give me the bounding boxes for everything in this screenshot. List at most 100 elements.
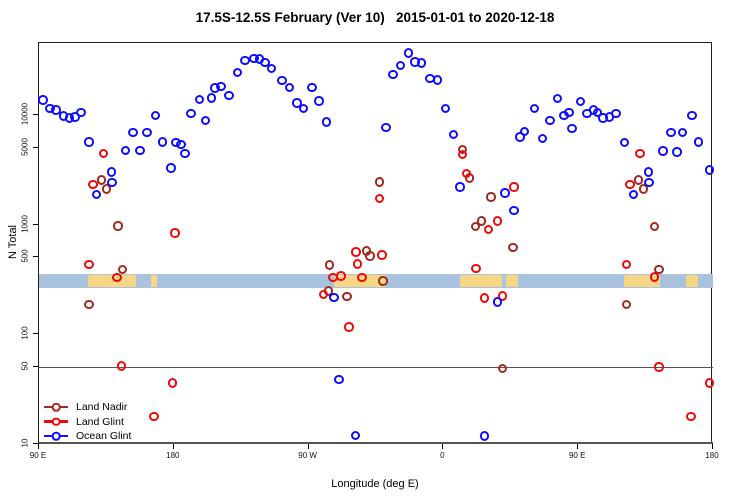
legend-label-land-nadir: Land Nadir (76, 401, 128, 414)
data-point-land-glint (509, 182, 519, 192)
data-point-ocean-glint (403, 48, 414, 58)
data-point-ocean-glint (128, 127, 138, 138)
data-point-land-nadir (96, 175, 107, 185)
y-tick-label: 10000 (20, 102, 30, 126)
x-tick-label: 90 E (568, 451, 586, 460)
data-point-land-nadir (508, 242, 518, 253)
land-segment (623, 275, 660, 287)
y-tick (33, 223, 38, 225)
x-tick-label: 90 W (298, 451, 317, 460)
legend-row-land-nadir: Land Nadir (44, 400, 131, 414)
y-tick-label: 5000 (20, 138, 30, 156)
data-point-ocean-glint (611, 108, 621, 119)
data-point-land-nadir (101, 184, 112, 194)
data-point-ocean-glint (107, 177, 117, 188)
y-tick-label: 10 (20, 438, 30, 447)
data-point-ocean-glint (455, 182, 465, 192)
y-tick (33, 146, 38, 148)
data-point-land-glint (497, 291, 508, 301)
data-point-ocean-glint (38, 95, 48, 105)
data-point-ocean-glint (142, 127, 152, 138)
data-point-land-nadir (113, 221, 123, 231)
data-point-ocean-glint (509, 205, 519, 216)
reference-line-50 (39, 366, 713, 368)
data-point-ocean-glint (307, 82, 317, 93)
data-point-ocean-glint (677, 127, 688, 138)
data-point-ocean-glint (314, 96, 324, 106)
data-point-ocean-glint (388, 70, 398, 80)
data-point-land-nadir (470, 221, 480, 231)
legend-label-land-glint: Land Glint (76, 415, 124, 428)
y-tick-label: 1000 (20, 214, 30, 233)
data-point-ocean-glint (672, 147, 682, 157)
data-point-land-glint (352, 259, 363, 269)
data-point-land-glint (344, 322, 354, 332)
legend: Land Nadir Land Glint Ocean Glint (44, 400, 131, 443)
data-point-ocean-glint (180, 149, 190, 159)
data-point-ocean-glint (176, 139, 186, 150)
data-point-land-nadir (324, 260, 335, 270)
data-point-ocean-glint (329, 292, 339, 303)
data-point-land-glint (457, 149, 467, 159)
data-point-land-glint (318, 289, 329, 299)
y-tick (33, 365, 38, 367)
data-point-ocean-glint (120, 145, 131, 155)
y-tick-label: 50 (20, 361, 30, 371)
data-point-land-nadir (365, 251, 375, 261)
data-point-ocean-glint (206, 93, 217, 103)
data-point-ocean-glint (232, 67, 242, 78)
data-point-land-nadir (497, 363, 507, 374)
x-tick (38, 444, 39, 449)
data-point-ocean-glint (417, 58, 427, 68)
data-point-ocean-glint (106, 167, 117, 177)
x-tick-label: 180 (166, 451, 180, 460)
data-point-ocean-glint (545, 115, 555, 125)
y-tick-label: 100 (20, 326, 30, 340)
data-point-ocean-glint (492, 297, 502, 307)
data-point-ocean-glint (704, 165, 715, 175)
data-point-land-glint (98, 149, 109, 159)
land-segment (505, 275, 518, 287)
data-point-land-glint (621, 259, 631, 270)
data-point-land-nadir (374, 177, 385, 187)
x-tick-label: 180 (705, 451, 719, 460)
data-point-ocean-glint (537, 133, 547, 144)
y-tick (33, 114, 38, 115)
data-point-ocean-glint (350, 430, 361, 440)
data-point-ocean-glint (432, 75, 443, 85)
y-tick (33, 442, 38, 444)
data-point-ocean-glint (51, 105, 61, 115)
data-point-land-nadir (638, 184, 649, 194)
data-point-ocean-glint (298, 103, 309, 114)
x-axis-title: Longitude (deg E) (331, 478, 419, 490)
data-point-land-glint (492, 216, 503, 226)
x-tick-label: 0 (440, 451, 445, 460)
data-point-ocean-glint (216, 82, 226, 92)
data-point-land-nadir (84, 300, 94, 310)
data-point-ocean-glint (567, 123, 577, 134)
data-point-ocean-glint (266, 63, 277, 74)
data-point-land-glint (88, 179, 98, 190)
data-point-ocean-glint (440, 103, 451, 114)
data-point-ocean-glint (519, 126, 529, 137)
data-point-ocean-glint (693, 137, 704, 147)
x-tick (172, 444, 174, 449)
data-point-land-glint (84, 259, 94, 270)
x-tick (442, 444, 444, 449)
data-point-ocean-glint (666, 127, 676, 138)
data-point-land-glint (167, 378, 178, 388)
data-point-land-glint (377, 250, 387, 260)
data-point-ocean-glint (91, 189, 102, 200)
ocean-glint-marker-icon (51, 431, 61, 441)
y-tick-label: 500 (20, 249, 30, 264)
data-point-land-glint (649, 272, 659, 282)
x-tick (307, 444, 309, 449)
data-point-ocean-glint (687, 110, 697, 120)
data-point-land-glint (170, 228, 180, 238)
data-point-land-nadir (476, 216, 486, 226)
data-point-ocean-glint (194, 94, 205, 104)
data-point-ocean-glint (619, 137, 630, 148)
data-point-ocean-glint (186, 108, 196, 119)
legend-label-ocean-glint: Ocean Glint (76, 429, 132, 442)
data-point-land-nadir (654, 264, 664, 274)
